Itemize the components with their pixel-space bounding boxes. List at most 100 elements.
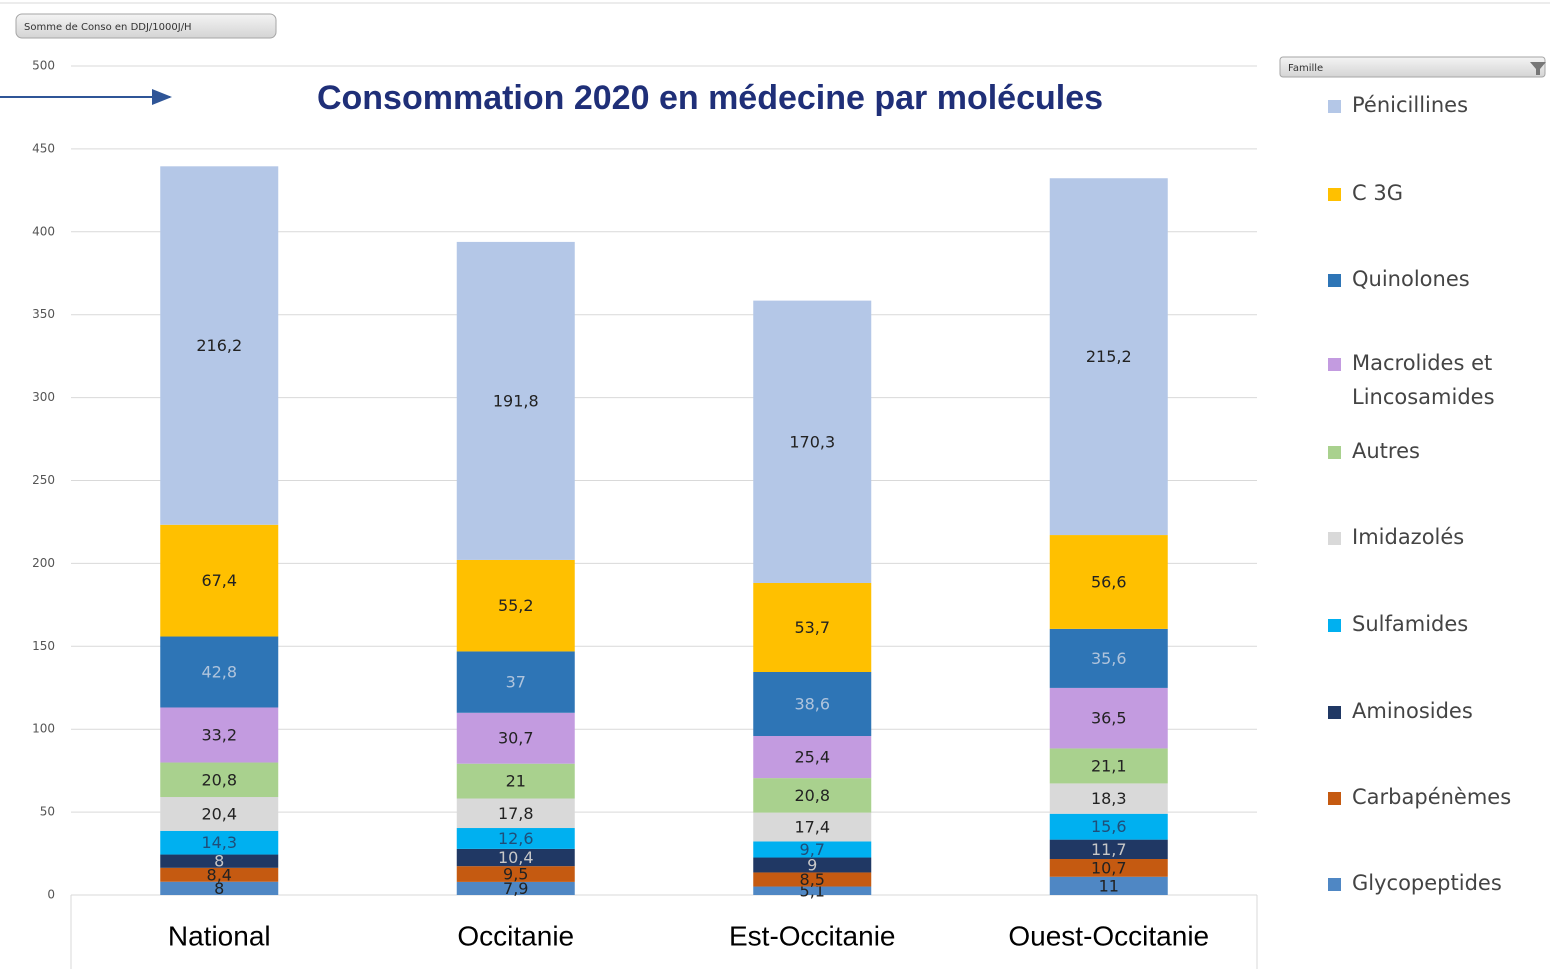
bar-segment bbox=[160, 867, 279, 882]
data-label: 11,7 bbox=[1091, 840, 1127, 859]
legend-label: Quinolones bbox=[1352, 267, 1470, 291]
data-label: 215,2 bbox=[1086, 347, 1132, 366]
data-label: 55,2 bbox=[498, 596, 534, 615]
legend-item: Quinolones bbox=[1328, 262, 1538, 296]
data-label: 17,8 bbox=[498, 804, 534, 823]
legend-label: Imidazolés bbox=[1352, 525, 1465, 549]
legend-swatch bbox=[1328, 878, 1341, 891]
data-label: 11 bbox=[1099, 876, 1119, 895]
data-label: 20,8 bbox=[201, 770, 237, 789]
bar-segment bbox=[456, 798, 575, 829]
field-button-label: Somme de Conso en DDJ/1000J/H bbox=[24, 22, 192, 33]
chart-title: Consommation 2020 en médecine par molécu… bbox=[317, 79, 1103, 117]
bar-segment bbox=[456, 241, 575, 560]
x-tick-label: Occitanie bbox=[457, 920, 574, 951]
x-tick-label: Est-Occitanie bbox=[729, 920, 896, 951]
legend-item: Carbapénèmes bbox=[1328, 780, 1538, 814]
legend-label: Macrolides et Lincosamides bbox=[1352, 351, 1495, 409]
legend-item: C 3G bbox=[1328, 176, 1538, 210]
bar-segment bbox=[1049, 628, 1168, 688]
bar-segment bbox=[753, 735, 872, 779]
bar-segment bbox=[1049, 687, 1168, 749]
data-label: 191,8 bbox=[493, 391, 539, 410]
data-label: 56,6 bbox=[1091, 572, 1127, 591]
bar-segment bbox=[160, 830, 279, 855]
y-tick-label: 350 bbox=[32, 307, 55, 321]
data-label: 8,5 bbox=[800, 870, 825, 889]
data-label: 20,8 bbox=[794, 786, 830, 805]
legend-swatch bbox=[1328, 706, 1341, 719]
bar-segment bbox=[753, 886, 872, 895]
bar-segment bbox=[456, 848, 575, 867]
bar-segment bbox=[753, 812, 872, 842]
legend-item: Autres bbox=[1328, 434, 1538, 468]
legend-label: Aminosides bbox=[1352, 699, 1473, 723]
data-label: 7,9 bbox=[503, 879, 528, 898]
data-label: 53,7 bbox=[794, 618, 830, 637]
legend-filter[interactable] bbox=[1279, 56, 1546, 78]
x-tick-label: National bbox=[168, 920, 271, 951]
data-label: 9,5 bbox=[503, 865, 528, 884]
legend-label: Pénicillines bbox=[1352, 93, 1469, 117]
data-label: 21 bbox=[506, 772, 526, 791]
legend-swatch bbox=[1328, 188, 1341, 201]
bar-segment bbox=[1049, 178, 1168, 536]
x-tick-label: Ouest-Occitanie bbox=[1008, 920, 1209, 951]
bar-segment bbox=[753, 857, 872, 873]
legend-item: Pénicillines bbox=[1328, 88, 1538, 122]
bar-segment bbox=[1049, 876, 1168, 895]
legend-label: Glycopeptides bbox=[1352, 871, 1502, 895]
legend-swatch bbox=[1328, 792, 1341, 805]
y-tick-label: 0 bbox=[47, 888, 55, 902]
filter-icon[interactable] bbox=[1530, 62, 1546, 75]
bar-segment bbox=[753, 582, 872, 672]
data-label: 25,4 bbox=[794, 748, 830, 767]
data-label: 216,2 bbox=[196, 336, 242, 355]
legend-filter-label: Famille bbox=[1288, 63, 1323, 74]
legend-swatch bbox=[1328, 100, 1341, 113]
data-label: 12,6 bbox=[498, 829, 534, 848]
data-label: 67,4 bbox=[201, 571, 237, 590]
legend-item: Macrolides et Lincosamides bbox=[1328, 346, 1538, 414]
y-tick-label: 100 bbox=[32, 722, 55, 736]
data-label: 10,7 bbox=[1091, 858, 1127, 877]
y-tick-label: 150 bbox=[32, 639, 55, 653]
bar-segment bbox=[753, 841, 872, 858]
legend-swatch bbox=[1328, 446, 1341, 459]
bar-segment bbox=[1049, 839, 1168, 860]
bar-segment bbox=[753, 300, 872, 583]
data-label: 20,4 bbox=[201, 804, 237, 823]
bar-segment bbox=[456, 559, 575, 652]
data-label: 33,2 bbox=[201, 726, 237, 745]
legend-item: Imidazolés bbox=[1328, 520, 1538, 554]
legend-swatch bbox=[1328, 619, 1341, 632]
y-tick-label: 400 bbox=[32, 224, 55, 238]
legend-item: Sulfamides bbox=[1328, 607, 1538, 641]
y-tick-label: 50 bbox=[40, 805, 55, 819]
data-label: 38,6 bbox=[794, 694, 830, 713]
data-label: 8,4 bbox=[207, 865, 232, 884]
data-label: 9,7 bbox=[800, 840, 825, 859]
data-label: 36,5 bbox=[1091, 709, 1127, 728]
data-label: 18,3 bbox=[1091, 789, 1127, 808]
data-label: 35,6 bbox=[1091, 649, 1127, 668]
bar-segment bbox=[160, 881, 279, 895]
legend-label: C 3G bbox=[1352, 181, 1403, 205]
bar-segment bbox=[1049, 748, 1168, 784]
bar-segment bbox=[456, 828, 575, 849]
data-label: 15,6 bbox=[1091, 817, 1127, 836]
legend-label: Autres bbox=[1352, 439, 1420, 463]
field-button[interactable] bbox=[15, 13, 277, 39]
bar-segment bbox=[160, 707, 279, 763]
bar-segment bbox=[160, 166, 279, 525]
bar-segment bbox=[456, 763, 575, 799]
bar-segment bbox=[456, 866, 575, 882]
data-label: 8 bbox=[214, 879, 224, 898]
data-label: 9 bbox=[807, 855, 817, 874]
bar-segment bbox=[1049, 859, 1168, 877]
data-label: 42,8 bbox=[201, 662, 237, 681]
bar-segment bbox=[456, 881, 575, 895]
legend-swatch bbox=[1328, 358, 1341, 371]
data-label: 10,4 bbox=[498, 848, 534, 867]
data-label: 17,4 bbox=[794, 818, 830, 837]
